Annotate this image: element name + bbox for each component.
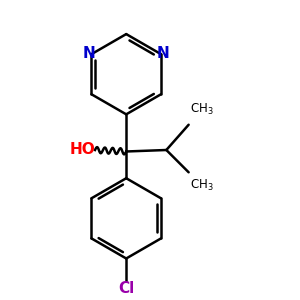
Text: N: N xyxy=(83,46,95,61)
Text: CH$_3$: CH$_3$ xyxy=(190,178,214,193)
Text: CH$_3$: CH$_3$ xyxy=(190,102,214,117)
Text: HO: HO xyxy=(70,142,95,157)
Text: N: N xyxy=(157,46,170,61)
Text: Cl: Cl xyxy=(118,281,134,296)
